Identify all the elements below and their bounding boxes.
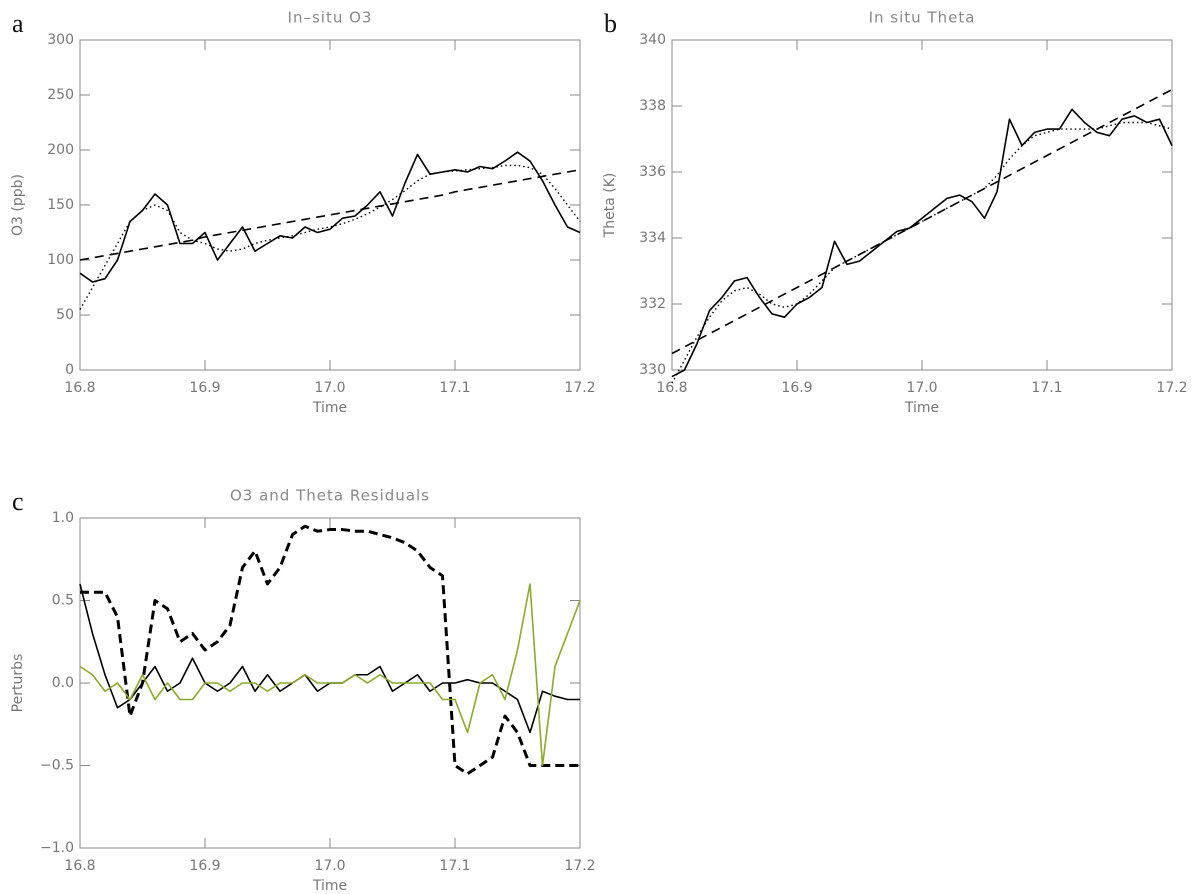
panel-letter: a	[12, 9, 24, 38]
y-tick-label: 0	[65, 362, 74, 378]
x-tick-label: 17.0	[314, 858, 345, 874]
series-line	[79, 583, 581, 767]
y-tick-label: −0.5	[40, 758, 74, 774]
chart-title: In situ Theta	[869, 9, 976, 27]
x-tick-label: 17.2	[564, 380, 595, 396]
x-tick-label: 17.1	[439, 380, 470, 396]
y-axis-label: O3 (ppb)	[10, 174, 26, 236]
y-axis-label: Perturbs	[10, 654, 26, 713]
x-tick-label: 16.9	[781, 380, 812, 396]
y-tick-label: 0.5	[52, 593, 74, 609]
x-tick-label: 16.9	[189, 858, 220, 874]
y-tick-label: 1.0	[52, 510, 74, 526]
series-line	[671, 108, 1173, 378]
series-line	[79, 169, 581, 261]
x-tick-label: 17.1	[439, 858, 470, 874]
y-tick-label: 50	[56, 307, 74, 323]
y-tick-label: 338	[639, 98, 666, 114]
x-tick-label: 16.8	[64, 858, 95, 874]
y-tick-label: 340	[639, 32, 666, 48]
series-line	[671, 121, 1173, 384]
series-line	[79, 164, 581, 310]
x-axis-label: Time	[312, 400, 347, 416]
x-tick-label: 17.1	[1031, 380, 1062, 396]
x-tick-label: 17.2	[564, 858, 595, 874]
series-line	[80, 524, 580, 776]
y-tick-label: 300	[47, 32, 74, 48]
y-tick-label: 250	[47, 87, 74, 103]
x-tick-label: 17.0	[314, 380, 345, 396]
chart-title: O3 and Theta Residuals	[230, 487, 430, 505]
series-line	[79, 151, 581, 283]
y-tick-label: 200	[47, 142, 74, 158]
panel-letter: b	[604, 9, 617, 38]
y-axis-label: Theta (K)	[602, 173, 618, 239]
y-tick-label: 336	[639, 164, 666, 180]
y-tick-label: 334	[639, 230, 666, 246]
series-line	[671, 88, 1173, 355]
panel-letter: c	[12, 487, 24, 516]
plot-frame	[671, 39, 1173, 371]
x-tick-label: 17.0	[906, 380, 937, 396]
series-line	[79, 583, 580, 734]
x-tick-label: 16.9	[189, 380, 220, 396]
y-tick-label: −1.0	[40, 840, 74, 856]
y-tick-label: 0.0	[52, 675, 74, 691]
x-tick-label: 16.8	[656, 380, 687, 396]
x-tick-label: 16.8	[64, 380, 95, 396]
x-axis-label: Time	[312, 878, 347, 894]
x-tick-label: 17.2	[1156, 380, 1187, 396]
y-tick-label: 100	[47, 252, 74, 268]
y-tick-label: 330	[639, 362, 666, 378]
x-axis-label: Time	[904, 400, 939, 416]
y-tick-label: 150	[47, 197, 74, 213]
y-tick-label: 332	[639, 296, 666, 312]
chart-title: In–situ O3	[288, 9, 373, 27]
